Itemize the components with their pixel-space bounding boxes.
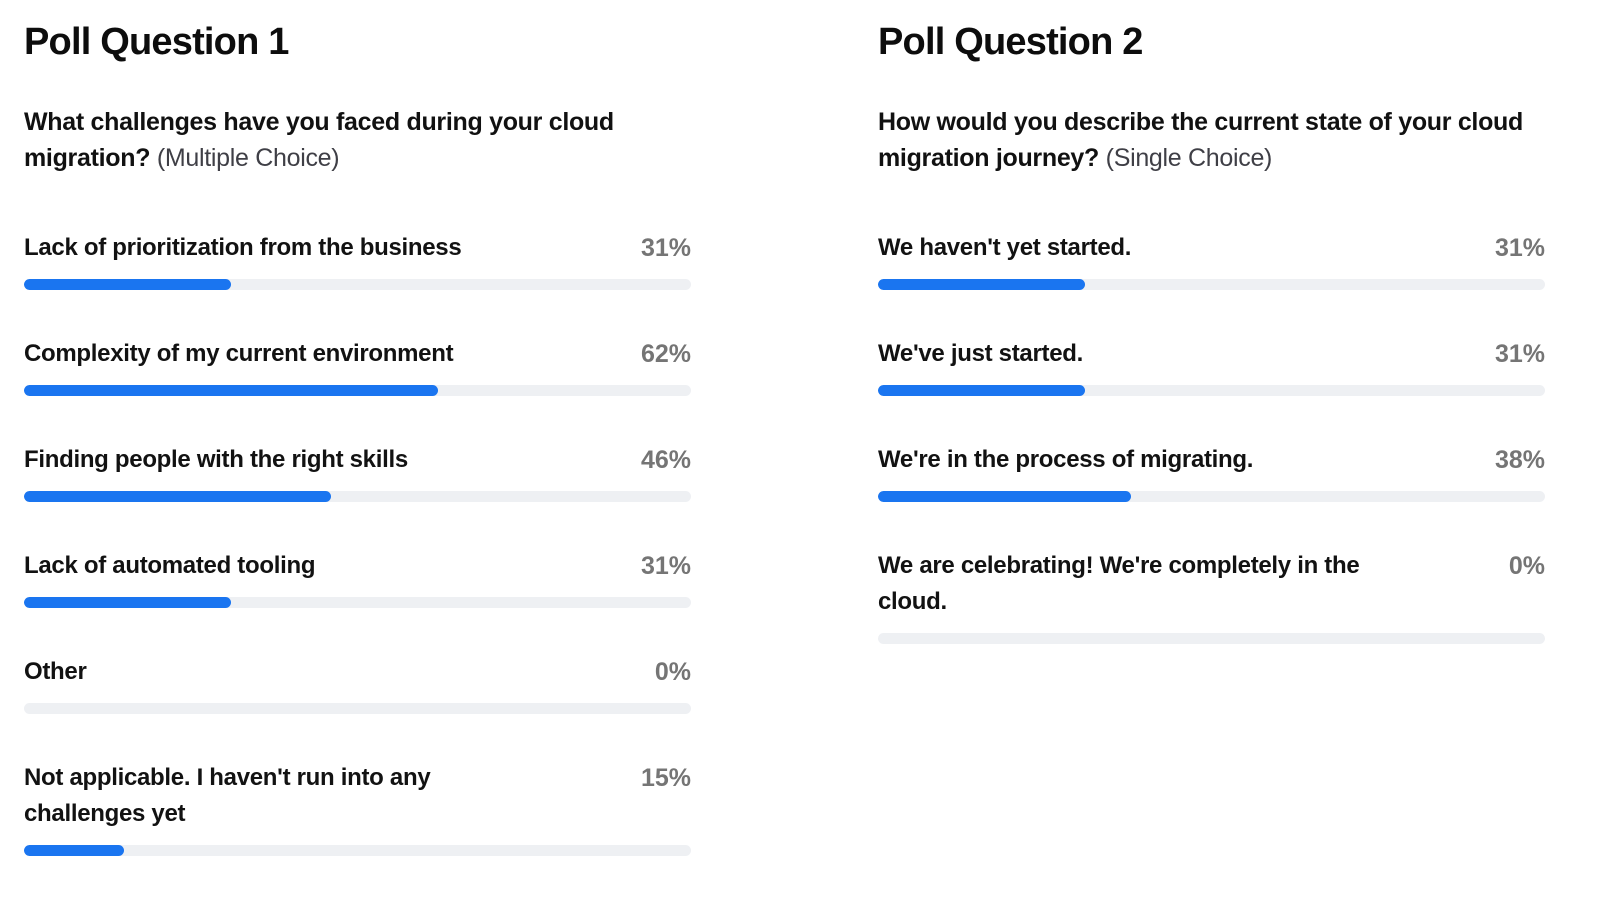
progress-fill — [878, 278, 1085, 290]
progress-fill — [24, 384, 438, 396]
progress-track — [878, 632, 1545, 644]
option-label: We haven't yet started. — [878, 233, 1132, 261]
option-row: Lack of prioritization from the business… — [24, 230, 691, 290]
option-percent: 15% — [640, 763, 691, 792]
option-head: Not applicable. I haven't run into any c… — [24, 760, 691, 832]
poll-2-options: We haven't yet started. 31% We've just s… — [878, 230, 1545, 644]
option-percent: 62% — [640, 339, 691, 368]
progress-track — [24, 490, 691, 502]
option-row: We haven't yet started. 31% — [878, 230, 1545, 290]
option-percent: 38% — [1494, 445, 1545, 474]
option-label: Complexity of my current environment — [24, 339, 454, 367]
progress-track — [878, 384, 1545, 396]
progress-fill — [24, 844, 125, 856]
poll-1-options: Lack of prioritization from the business… — [24, 230, 691, 856]
poll-2-title: Poll Question 2 — [878, 21, 1143, 63]
progress-track — [878, 278, 1545, 290]
option-percent: 0% — [654, 657, 691, 686]
poll-2-column: Poll Question 2 How would you describe t… — [878, 20, 1545, 900]
option-percent: 46% — [640, 445, 691, 474]
progress-track — [24, 702, 691, 714]
poll-2-question: How would you describe the current state… — [878, 104, 1545, 176]
poll-1-question-text: What challenges have you faced during yo… — [24, 107, 614, 172]
option-label: We've just started. — [878, 339, 1083, 367]
progress-fill — [878, 490, 1132, 502]
option-label: We are celebrating! We're completely in … — [878, 551, 1360, 615]
progress-track — [24, 278, 691, 290]
option-percent: 31% — [1494, 339, 1545, 368]
option-row: Other 0% — [24, 654, 691, 714]
option-head: We've just started. 31% — [878, 336, 1545, 372]
option-label: Finding people with the right skills — [24, 445, 408, 473]
option-row: Lack of automated tooling 31% — [24, 548, 691, 608]
option-row: We're in the process of migrating. 38% — [878, 442, 1545, 502]
option-label: Lack of prioritization from the business — [24, 233, 462, 261]
option-percent: 31% — [1494, 233, 1545, 262]
poll-2-question-text: How would you describe the current state… — [878, 107, 1523, 172]
poll-1-title: Poll Question 1 — [24, 21, 289, 63]
progress-fill — [24, 596, 231, 608]
poll-2-question-type: (Single Choice) — [1105, 143, 1273, 172]
progress-track — [24, 596, 691, 608]
option-row: Complexity of my current environment 62% — [24, 336, 691, 396]
option-percent: 31% — [640, 551, 691, 580]
option-label: We're in the process of migrating. — [878, 445, 1254, 473]
option-row: Not applicable. I haven't run into any c… — [24, 760, 691, 856]
progress-track — [878, 490, 1545, 502]
option-row: Finding people with the right skills 46% — [24, 442, 691, 502]
progress-track — [24, 844, 691, 856]
poll-1-question: What challenges have you faced during yo… — [24, 104, 691, 176]
option-label: Not applicable. I haven't run into any c… — [24, 763, 431, 827]
option-row: We've just started. 31% — [878, 336, 1545, 396]
progress-track — [24, 384, 691, 396]
progress-fill — [24, 278, 231, 290]
option-head: We are celebrating! We're completely in … — [878, 548, 1545, 620]
progress-fill — [24, 490, 331, 502]
option-head: We're in the process of migrating. 38% — [878, 442, 1545, 478]
progress-fill — [878, 384, 1085, 396]
poll-1-question-type: (Multiple Choice) — [156, 143, 340, 172]
option-head: Finding people with the right skills 46% — [24, 442, 691, 478]
option-head: Lack of automated tooling 31% — [24, 548, 691, 584]
option-head: Lack of prioritization from the business… — [24, 230, 691, 266]
option-head: We haven't yet started. 31% — [878, 230, 1545, 266]
option-head: Complexity of my current environment 62% — [24, 336, 691, 372]
option-head: Other 0% — [24, 654, 691, 690]
option-label: Other — [24, 657, 87, 685]
option-percent: 31% — [640, 233, 691, 262]
option-row: We are celebrating! We're completely in … — [878, 548, 1545, 644]
poll-1-column: Poll Question 1 What challenges have you… — [24, 20, 691, 900]
option-label: Lack of automated tooling — [24, 551, 316, 579]
option-percent: 0% — [1508, 551, 1545, 580]
